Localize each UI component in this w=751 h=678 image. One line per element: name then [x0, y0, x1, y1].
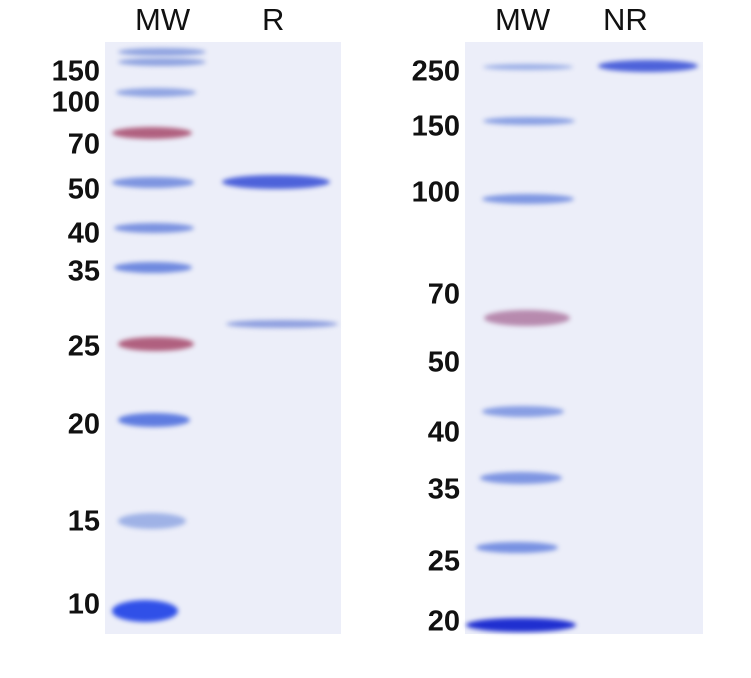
- left-mw-150a: [118, 48, 206, 56]
- left-mw-10: [112, 600, 178, 622]
- mw-label-right-70: 70: [427, 278, 460, 311]
- mw-label-left-20: 20: [67, 408, 100, 441]
- left-mw-35: [114, 262, 192, 273]
- lane-header-mw-left: MW: [135, 2, 191, 37]
- right-mw-50: [482, 406, 564, 417]
- mw-label-right-250: 250: [411, 55, 460, 88]
- right-mw-35: [476, 542, 558, 553]
- mw-label-left-50: 50: [67, 173, 100, 206]
- mw-label-right-25: 25: [427, 545, 460, 578]
- left-mw-100: [116, 88, 196, 97]
- mw-label-right-20: 20: [427, 605, 460, 638]
- mw-label-left-100: 100: [51, 86, 100, 119]
- left-mw-50: [112, 177, 194, 188]
- left-mw-20: [118, 413, 190, 427]
- left-mw-150b: [118, 58, 206, 66]
- mw-label-right-150: 150: [411, 110, 460, 143]
- mw-label-left-25: 25: [67, 330, 100, 363]
- left-mw-25: [118, 337, 194, 351]
- lane-header-nr: NR: [603, 2, 648, 37]
- right-mw-20: [466, 618, 576, 632]
- r-lane-band-50kda: [222, 175, 330, 189]
- right-gel: [465, 42, 703, 634]
- right-mw-40: [480, 472, 562, 484]
- mw-label-left-70: 70: [67, 128, 100, 161]
- mw-label-right-50: 50: [427, 346, 460, 379]
- mw-label-right-35: 35: [427, 473, 460, 506]
- mw-label-left-35: 35: [67, 255, 100, 288]
- left-mw-70: [112, 127, 192, 139]
- left-mw-15: [118, 513, 186, 529]
- mw-label-left-40: 40: [67, 217, 100, 250]
- right-mw-150: [483, 117, 575, 125]
- r-lane-band-25kda: [226, 320, 338, 328]
- mw-label-right-40: 40: [427, 416, 460, 449]
- left-mw-40: [114, 223, 194, 233]
- lane-header-r: R: [262, 2, 285, 37]
- nr-lane-band-250kda: [598, 60, 698, 72]
- mw-label-left-15: 15: [67, 505, 100, 538]
- lane-header-mw-right: MW: [495, 2, 551, 37]
- mw-label-left-150: 150: [51, 55, 100, 88]
- mw-label-right-100: 100: [411, 176, 460, 209]
- right-mw-70: [484, 310, 570, 326]
- mw-label-left-10: 10: [67, 588, 100, 621]
- right-mw-100: [482, 194, 574, 204]
- right-mw-250: [483, 64, 573, 70]
